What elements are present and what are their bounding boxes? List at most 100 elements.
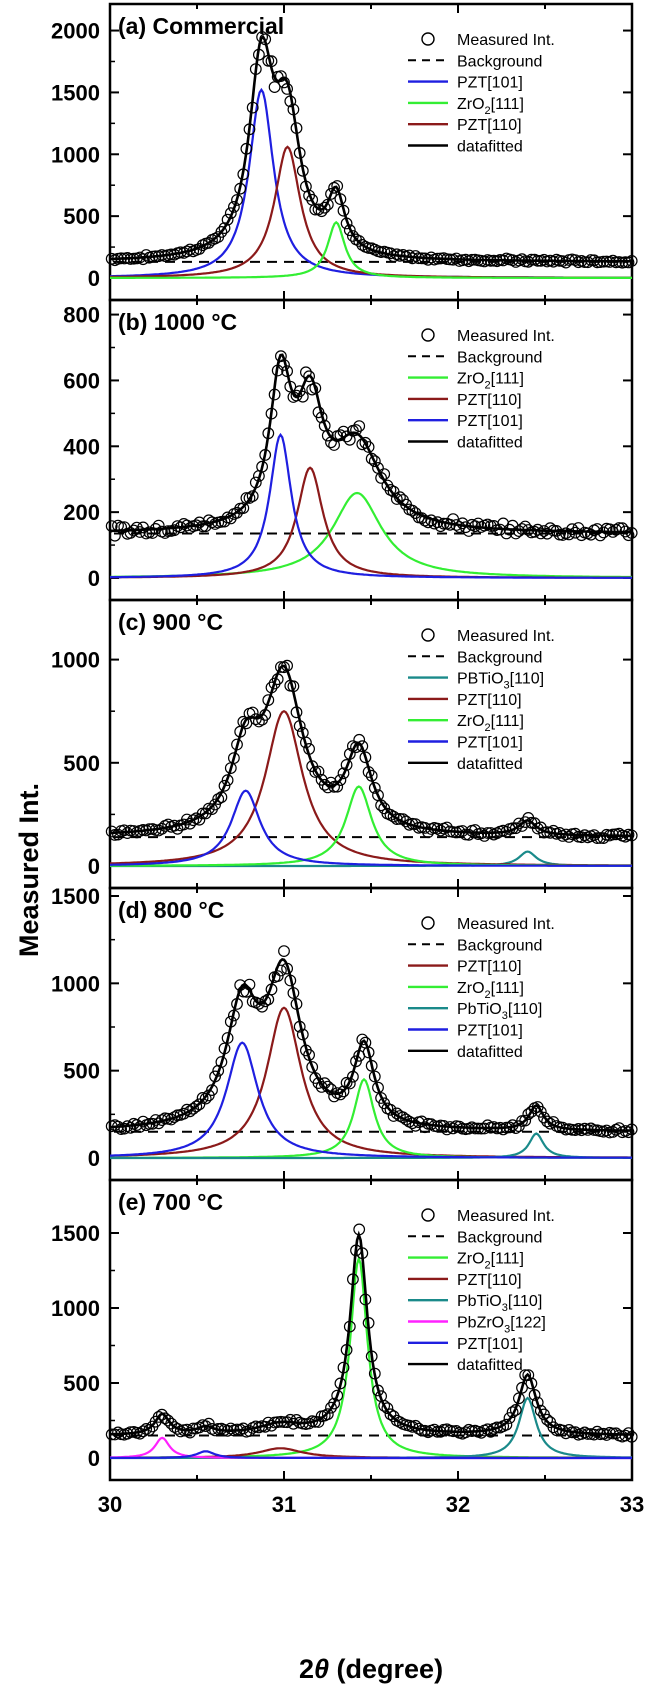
measured-point — [522, 1369, 535, 1381]
y-tick-label: 600 — [63, 368, 100, 393]
y-tick-label: 1000 — [51, 971, 100, 996]
peak-pzt101 — [110, 1041, 632, 1159]
y-tick-label: 0 — [88, 566, 100, 591]
legend-label: Background — [457, 53, 542, 70]
legend-label: PZT[110] — [457, 692, 522, 709]
x-axis-title-symbol: 2 — [299, 1654, 314, 1684]
peak-zro2111 — [110, 220, 632, 279]
measured-point — [534, 1404, 547, 1417]
peak-pzt110 — [109, 1006, 632, 1159]
x-tick-label: 30 — [98, 1492, 122, 1517]
panel-label: (e) 700 °C — [118, 1189, 223, 1215]
measured-point — [187, 814, 200, 827]
y-tick-label: 0 — [88, 1446, 100, 1471]
datafitted-line — [109, 1230, 633, 1436]
legend-label: datafitted — [457, 1044, 523, 1061]
legend-label: Background — [457, 349, 542, 366]
measured-point — [202, 236, 215, 249]
measured-point — [328, 1397, 341, 1410]
legend-item: datafitted — [408, 1357, 523, 1374]
measured-point — [563, 831, 575, 843]
measured-point — [140, 249, 153, 261]
panel-b: 0 200 400 600 800 (b) 1000 °C Measured Int. Bac… — [63, 298, 638, 602]
measured-point — [503, 1412, 516, 1424]
y-tick-label: 1000 — [51, 142, 100, 167]
legend-item: PZT[101] — [408, 1023, 523, 1040]
measured-point — [541, 1413, 553, 1426]
measured-point — [193, 516, 206, 529]
measured-point — [243, 492, 256, 504]
measured-point — [534, 1105, 547, 1118]
measured-point — [519, 1114, 532, 1127]
measured-point — [622, 529, 635, 542]
datafitted-line — [110, 353, 632, 534]
x-axis-title-unit: (degree) — [329, 1654, 443, 1684]
legend-label: PZT[110] — [457, 117, 522, 134]
legend-marker — [421, 916, 435, 930]
y-tick-label: 200 — [63, 500, 100, 525]
measured-point — [146, 527, 159, 539]
measured-points — [105, 1223, 638, 1443]
legend-item: Background — [408, 349, 542, 366]
legend-item: datafitted — [408, 756, 523, 773]
legend-label: PbZrO3[122] — [457, 1315, 546, 1336]
legend-label: PZT[110] — [457, 959, 522, 976]
peak-pzt101 — [109, 432, 632, 579]
measured-point — [390, 493, 403, 505]
measured-points — [105, 31, 638, 269]
legend-label: ZrO2[111] — [457, 371, 524, 392]
legend-label: datafitted — [457, 756, 523, 773]
legend-label: PbTiO3[110] — [457, 1001, 542, 1022]
legend-label: ZrO2[111] — [457, 713, 524, 734]
measured-point — [325, 187, 337, 200]
measured-point — [610, 523, 622, 536]
y-tick-label: 1000 — [51, 1296, 100, 1321]
measured-point — [475, 1426, 488, 1439]
legend-label: ZrO2[111] — [457, 1251, 524, 1272]
measured-point — [594, 529, 607, 542]
panel-a: 0 500 1000 1500 2000 (a) Commercial Measured I… — [51, 2, 638, 302]
measured-point — [199, 520, 212, 533]
measured-point — [469, 824, 482, 836]
panel-d: 0 500 1000 1500 (d) 800 °C Measured Int. Backg… — [51, 884, 638, 1182]
y-tick-label: 400 — [63, 434, 100, 459]
legend-item: Background — [408, 649, 542, 666]
measured-point — [368, 455, 381, 468]
panel-frame — [108, 298, 634, 602]
measured-point — [328, 181, 341, 194]
measured-point — [202, 514, 215, 527]
measured-point — [271, 970, 284, 982]
panel-label: (c) 900 °C — [118, 609, 223, 635]
panel-label: (d) 800 °C — [118, 897, 224, 923]
legend-label: PZT[101] — [457, 1023, 523, 1040]
measured-point — [252, 997, 265, 1010]
measured-point — [547, 824, 560, 837]
measured-point — [293, 385, 306, 398]
y-tick-label: 500 — [63, 751, 100, 776]
legend-item: Measured Int. — [421, 328, 555, 345]
legend-item: datafitted — [408, 435, 523, 452]
measured-point — [112, 1426, 124, 1439]
measured-point — [118, 1122, 131, 1135]
measured-point — [337, 767, 350, 780]
measured-point — [394, 813, 406, 825]
panel-label: (a) Commercial — [118, 13, 284, 39]
legend-label: Measured Int. — [457, 628, 555, 645]
legend-label: datafitted — [457, 435, 523, 452]
measured-point — [318, 201, 331, 214]
measured-point — [384, 1103, 397, 1116]
measured-point — [506, 1406, 519, 1419]
y-tick-label: 500 — [63, 1059, 100, 1084]
measured-point — [575, 831, 588, 844]
measured-point — [224, 1422, 237, 1435]
measured-point — [249, 713, 262, 726]
measured-point — [124, 1121, 137, 1134]
measured-point — [456, 517, 469, 530]
measured-point — [409, 1119, 422, 1132]
legend-item: PZT[110] — [408, 692, 522, 709]
legend-label: PBTiO3[110] — [457, 671, 544, 692]
legend-label: PZT[101] — [457, 735, 523, 752]
legend-item: PZT[101] — [408, 735, 523, 752]
